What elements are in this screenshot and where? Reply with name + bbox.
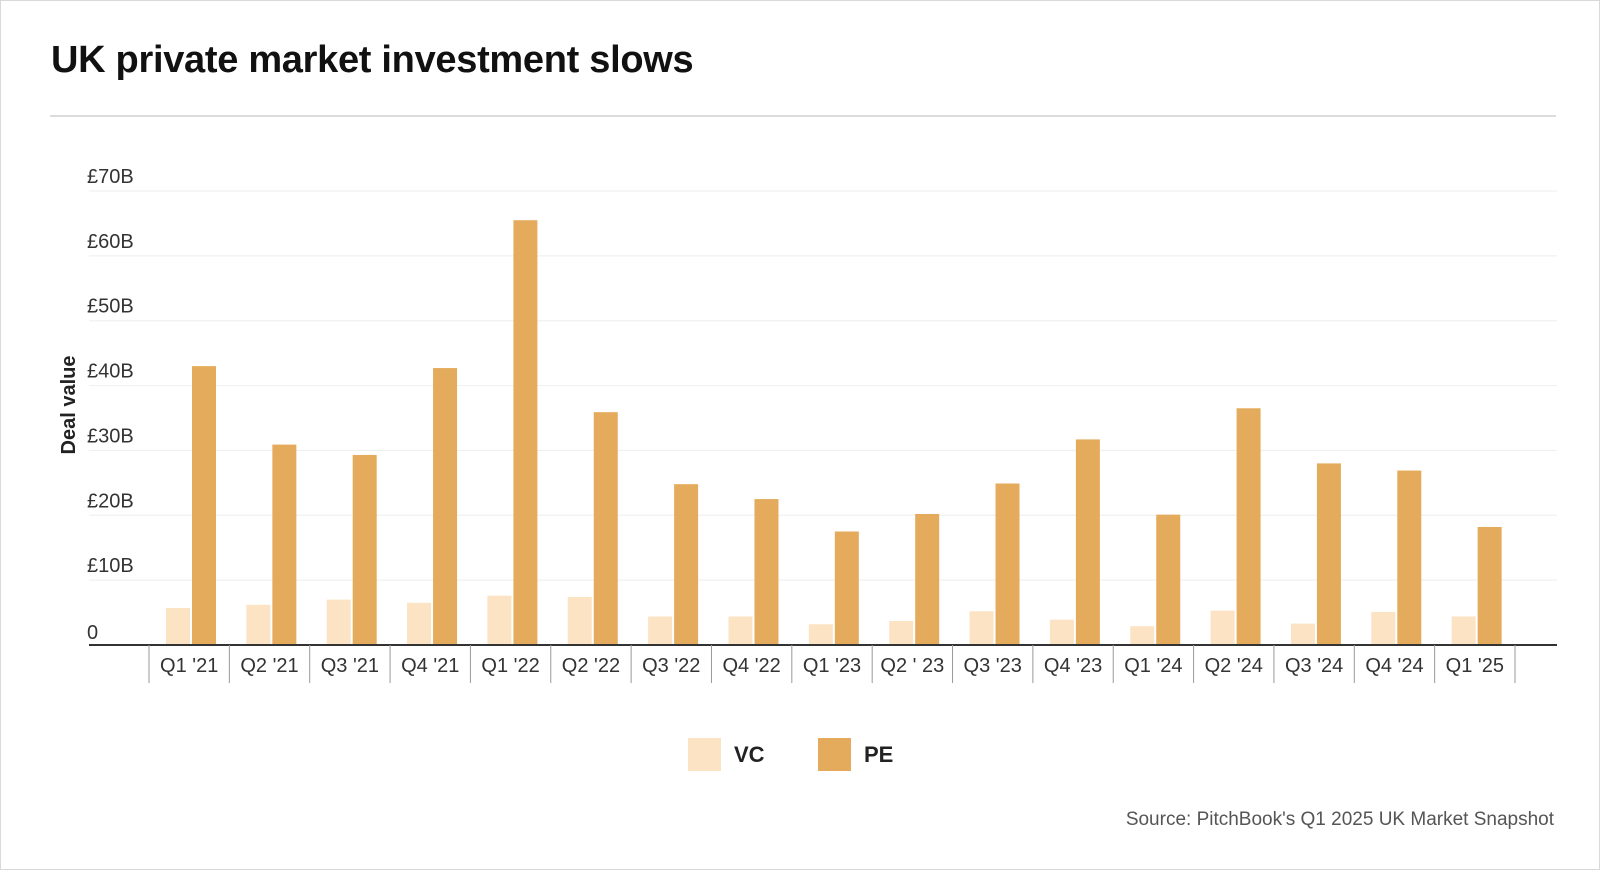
title-divider <box>50 115 1556 117</box>
bar-vc <box>326 599 351 645</box>
x-tick-label: Q1 '24 <box>1124 655 1182 677</box>
bar-pe <box>1477 526 1502 645</box>
bar-pe <box>272 444 297 645</box>
x-tick-label: Q1 '21 <box>160 655 218 677</box>
legend: VC PE <box>688 738 893 771</box>
bars <box>166 220 1502 645</box>
legend-swatch-pe <box>818 738 851 771</box>
y-tick-label: £10B <box>87 555 134 577</box>
bar-vc <box>1210 610 1235 645</box>
bar-pe <box>513 220 538 645</box>
bar-vc <box>889 621 914 645</box>
x-tick-label: Q1 '22 <box>481 655 539 677</box>
x-tick-label: Q1 '25 <box>1446 655 1504 677</box>
x-tick-label: Q2 '21 <box>240 655 298 677</box>
bar-pe <box>433 368 458 645</box>
x-axis: Q1 '21 Q2 '21 Q3 '21 Q4 '21 Q1 '22 Q2 '22 Q3 '… <box>89 644 1557 683</box>
x-tick-label: Q3 '23 <box>964 655 1022 677</box>
x-tick-label: Q4 '24 <box>1365 655 1423 677</box>
legend-swatch-vc <box>688 738 721 771</box>
bar-vc <box>969 611 994 645</box>
x-tick-label: Q2 '22 <box>562 655 620 677</box>
legend-label-pe: PE <box>864 742 893 767</box>
bar-pe <box>1156 514 1181 645</box>
bar-pe <box>1236 408 1261 645</box>
x-tick-label: Q3 '22 <box>642 655 700 677</box>
bar-vc <box>567 597 592 645</box>
gridlines <box>89 190 1557 581</box>
bar-pe <box>192 366 216 645</box>
y-tick-label: £30B <box>87 425 134 447</box>
bar-pe <box>593 412 618 645</box>
y-tick-label: £70B <box>87 166 134 188</box>
y-tick-label: 0 <box>87 622 98 644</box>
bar-pe <box>352 454 377 645</box>
source-note: Source: PitchBook's Q1 2025 UK Market Sn… <box>1125 809 1554 830</box>
x-tick-label: Q1 '23 <box>803 655 861 677</box>
y-tick-label: £40B <box>87 361 134 383</box>
bar-vc <box>1451 616 1476 645</box>
legend-label-vc: VC <box>734 742 765 767</box>
bar-pe <box>1316 463 1341 645</box>
bar-vc <box>1049 619 1074 645</box>
x-tick-label: Q4 '23 <box>1044 655 1102 677</box>
bar-pe <box>915 513 940 645</box>
bar-vc <box>648 616 673 645</box>
y-tick-label: £60B <box>87 231 134 253</box>
bar-pe <box>1075 439 1100 645</box>
bar-pe <box>995 483 1020 645</box>
y-tick-label: £50B <box>87 296 134 318</box>
bar-vc <box>246 604 271 645</box>
bar-vc <box>407 602 432 645</box>
x-tick-label: Q2 '24 <box>1205 655 1263 677</box>
bar-vc <box>808 624 833 645</box>
bar-vc <box>1371 611 1396 645</box>
bar-pe <box>754 499 779 645</box>
bar-vc <box>728 616 753 645</box>
chart-title: UK private market investment slows <box>51 39 694 81</box>
x-tick-label: Q2 ' 23 <box>880 655 944 677</box>
x-tick-label: Q3 '21 <box>321 655 379 677</box>
bar-pe <box>834 531 859 645</box>
y-tick-label: £20B <box>87 490 134 512</box>
bar-vc <box>487 595 512 645</box>
x-tick-label: Q4 '21 <box>401 655 459 677</box>
y-axis-ticks: 0 £10B £20B £30B £40B £50B £60B £70B <box>87 166 134 644</box>
x-tick-label: Q3 '24 <box>1285 655 1343 677</box>
bar-vc <box>1130 626 1155 645</box>
bar-vc <box>1290 623 1315 645</box>
bar-vc <box>166 608 190 645</box>
y-axis-label: Deal value <box>58 356 80 455</box>
bar-pe <box>1397 470 1422 645</box>
x-tick-label: Q4 '22 <box>722 655 780 677</box>
bar-pe <box>674 484 699 645</box>
